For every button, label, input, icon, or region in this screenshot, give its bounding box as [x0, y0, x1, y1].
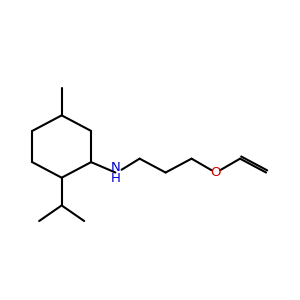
Text: O: O — [211, 166, 221, 179]
Text: H: H — [111, 172, 121, 185]
Text: N: N — [111, 161, 121, 174]
